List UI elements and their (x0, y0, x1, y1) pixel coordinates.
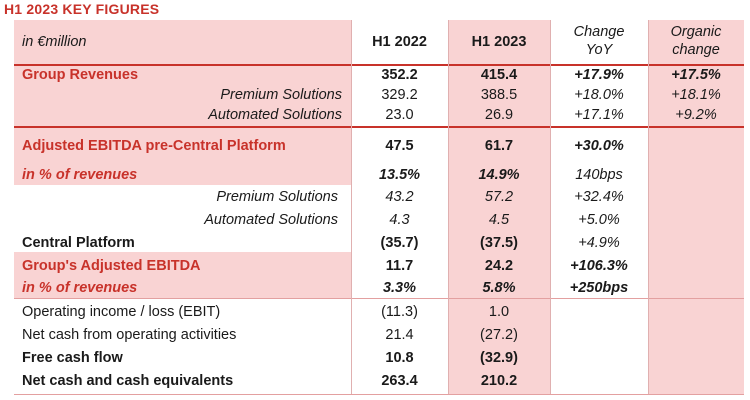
cell-change: +18.0% (574, 87, 624, 103)
cell-h1-2022: 47.5 (385, 138, 414, 154)
group-adj-ebitda-shade (14, 252, 351, 276)
cell-h1-2022: (35.7) (380, 235, 419, 251)
cell-h1-2022: 13.5% (378, 167, 421, 183)
row-label: Automated Solutions (204, 212, 338, 228)
cell-h1-2023: (27.2) (480, 327, 518, 343)
cell-h1-2023: (37.5) (480, 235, 518, 251)
header-h1-2022: H1 2022 (372, 34, 427, 50)
row-label: Adjusted EBITDA pre-Central Platform (22, 138, 286, 154)
cell-change: +30.0% (574, 138, 624, 154)
cell-h1-2023: 210.2 (480, 373, 518, 389)
h1-2023-column-shade (448, 20, 550, 394)
row-label: Automated Solutions (208, 107, 342, 123)
cell-organic: +17.5% (671, 67, 721, 83)
column-divider (648, 20, 649, 394)
header-change-line1: Change (573, 24, 625, 40)
column-divider (351, 20, 352, 394)
header-organic-line1: Organic (670, 24, 722, 40)
row-label: Central Platform (22, 235, 135, 251)
cell-change: +5.0% (578, 212, 620, 228)
cell-h1-2022: 352.2 (381, 67, 418, 83)
cell-h1-2023: 61.7 (484, 138, 514, 154)
cell-h1-2023: 415.4 (480, 67, 518, 83)
cell-change: +250bps (569, 280, 629, 296)
column-divider (448, 20, 449, 394)
header-h1-2023: H1 2023 (471, 34, 527, 50)
cell-h1-2023: 1.0 (488, 304, 510, 320)
header-change-line2: YoY (585, 42, 613, 58)
cell-h1-2022: 23.0 (385, 107, 414, 123)
cell-h1-2022: 263.4 (381, 373, 418, 389)
row-label: Premium Solutions (220, 87, 342, 103)
cell-h1-2023: 14.9% (478, 167, 520, 183)
divider (14, 394, 744, 395)
cell-h1-2022: (11.3) (381, 304, 418, 320)
cell-change: 140bps (575, 167, 623, 183)
cell-h1-2022: 11.7 (385, 258, 414, 274)
cell-organic: +18.1% (671, 87, 721, 103)
header-organic-line2: change (672, 42, 720, 58)
row-label: Net cash and cash equivalents (22, 373, 234, 389)
column-divider (550, 20, 551, 394)
organic-column-shade (648, 20, 744, 394)
cell-h1-2022: 4.3 (389, 212, 410, 228)
cell-change: +106.3% (570, 258, 628, 274)
row-label: Group's Adjusted EBITDA (22, 258, 201, 274)
pct-revenues-2-shade (14, 276, 351, 298)
cell-h1-2023: 26.9 (484, 107, 514, 123)
divider (14, 298, 744, 299)
row-label: Operating income / loss (EBIT) (22, 304, 221, 320)
cell-h1-2023: (32.9) (480, 350, 518, 366)
row-label: in % of revenues (22, 280, 138, 296)
cell-h1-2022: 10.8 (385, 350, 414, 366)
cell-change: +17.9% (574, 67, 624, 83)
cell-h1-2022: 43.2 (385, 189, 414, 205)
cell-h1-2022: 21.4 (385, 327, 414, 343)
unit-label: in €million (22, 34, 87, 50)
row-label: Group Revenues (22, 67, 139, 83)
pct-revenues-shade (14, 164, 351, 185)
cell-h1-2022: 3.3% (382, 280, 417, 296)
cell-h1-2023: 5.8% (482, 280, 516, 296)
group-revenues-shade (14, 64, 351, 126)
divider (14, 64, 744, 66)
cell-h1-2023: 57.2 (484, 189, 514, 205)
adjusted-ebitda-shade (14, 126, 351, 164)
cell-change: +17.1% (574, 107, 624, 123)
row-label: in % of revenues (22, 167, 138, 183)
cell-change: +4.9% (578, 235, 620, 251)
row-label: Net cash from operating activities (22, 327, 237, 343)
cell-change: +32.4% (574, 189, 624, 205)
cell-h1-2022: 329.2 (381, 87, 418, 103)
cell-h1-2023: 24.2 (484, 258, 514, 274)
header-label-shade (14, 20, 351, 64)
cell-h1-2023: 4.5 (488, 212, 510, 228)
row-label: Premium Solutions (216, 189, 338, 205)
row-label: Free cash flow (22, 350, 123, 366)
cell-h1-2023: 388.5 (480, 87, 518, 103)
cell-organic: +9.2% (675, 107, 717, 123)
page-title: H1 2023 KEY FIGURES (4, 1, 160, 17)
divider (14, 126, 744, 128)
